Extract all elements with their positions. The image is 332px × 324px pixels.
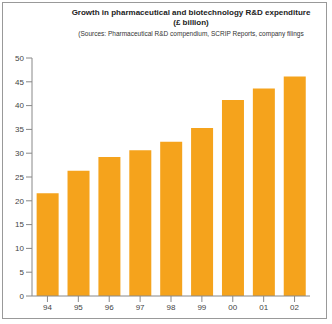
svg-text:94: 94 xyxy=(43,303,52,312)
svg-text:50: 50 xyxy=(15,54,24,63)
svg-text:02: 02 xyxy=(290,303,299,312)
svg-text:01: 01 xyxy=(259,303,268,312)
svg-text:97: 97 xyxy=(136,303,145,312)
html-text:Growth in pharmaceutical and b: Growth in pharmaceutical and biotechnolo… xyxy=(71,8,311,27)
svg-text:15: 15 xyxy=(15,220,24,229)
svg-text:0: 0 xyxy=(20,292,25,301)
svg-text:10: 10 xyxy=(15,244,24,253)
svg-text:40: 40 xyxy=(15,101,24,110)
svg-text:98: 98 xyxy=(167,303,176,312)
svg-text:00: 00 xyxy=(228,303,237,312)
svg-text:25: 25 xyxy=(15,173,24,182)
svg-text:45: 45 xyxy=(15,78,24,87)
svg-text:95: 95 xyxy=(74,303,83,312)
svg-text:5: 5 xyxy=(20,268,25,277)
svg-text:99: 99 xyxy=(197,303,206,312)
svg-text:30: 30 xyxy=(15,149,24,158)
svg-text:96: 96 xyxy=(105,303,114,312)
svg-text:35: 35 xyxy=(15,125,24,134)
html-text:(Sources: Pharmaceutical R&D c: (Sources: Pharmaceutical R&D compendium,… xyxy=(78,30,304,37)
svg-text:20: 20 xyxy=(15,197,24,206)
